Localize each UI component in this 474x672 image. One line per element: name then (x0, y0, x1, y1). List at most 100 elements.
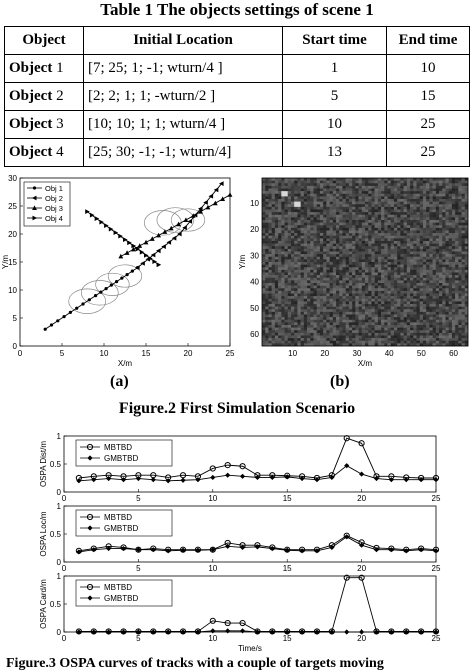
heatmap-cell (319, 254, 324, 258)
heatmap-cell (426, 199, 430, 202)
heatmap-cell (355, 238, 359, 242)
heatmap-cell (316, 220, 321, 223)
heatmap-cell (429, 325, 433, 328)
heatmap-cell (426, 332, 430, 336)
heatmap-cell (406, 243, 411, 247)
heatmap-cell (352, 343, 356, 347)
heatmap-cell (336, 199, 340, 202)
heatmap-cell (464, 185, 469, 189)
heatmap-cell (287, 332, 292, 336)
heatmap-cell (361, 264, 366, 268)
heatmap-cell (442, 259, 446, 263)
heatmap-cell (439, 269, 443, 273)
heatmap-cell (419, 293, 424, 297)
heatmap-cell (400, 183, 404, 187)
heatmap-cell (368, 199, 372, 202)
heatmap-cell (381, 304, 385, 307)
heatmap-cell (358, 233, 363, 237)
heatmap-cell (426, 248, 430, 252)
heatmap-cell (342, 330, 346, 334)
heatmap-cell (274, 217, 279, 221)
heatmap-cell (336, 340, 340, 344)
x-tick-label: 10 (288, 349, 297, 358)
heatmap-cell (416, 201, 421, 205)
legend-marker (87, 525, 93, 531)
trajectory-point (130, 269, 134, 273)
heatmap-cell (348, 343, 353, 347)
heatmap-cell (303, 206, 308, 210)
heatmap-cell (448, 196, 453, 200)
heatmap-cell (400, 327, 404, 331)
heatmap-cell (371, 230, 375, 234)
heatmap-cell (361, 225, 366, 229)
heatmap-cell (278, 340, 282, 344)
heatmap-cell (365, 183, 369, 187)
heatmap-cell (381, 225, 385, 229)
heatmap-cell (284, 178, 289, 181)
heatmap-cell (390, 206, 395, 210)
data-point (359, 471, 365, 477)
heatmap-cell (422, 225, 427, 229)
heatmap-cell (413, 262, 417, 265)
heatmap-cell (303, 209, 308, 213)
heatmap-cell (300, 340, 305, 344)
heatmap-cell (294, 272, 298, 276)
heatmap-cell (371, 306, 375, 310)
heatmap-cell (445, 251, 449, 255)
heatmap-cell (451, 322, 456, 326)
trajectory-point (152, 259, 157, 265)
heatmap-cell (310, 254, 314, 258)
heatmap-cell (281, 185, 285, 189)
heatmap-cell (271, 317, 276, 321)
heatmap-cell (422, 254, 427, 258)
heatmap-cell (281, 283, 285, 286)
heatmap-cell (451, 280, 456, 284)
heatmap-cell (300, 322, 305, 326)
heatmap-cell (445, 280, 449, 284)
heatmap-cell (419, 248, 424, 252)
heatmap-cell (345, 235, 350, 239)
heatmap-cell (284, 188, 289, 192)
heatmap-cell (358, 264, 363, 268)
heatmap-cell (461, 217, 466, 221)
heatmap-cell (339, 235, 343, 239)
trajectory-point (227, 192, 233, 197)
heatmap-cell (397, 204, 401, 208)
heatmap-cell (365, 296, 369, 300)
heatmap-cell (307, 191, 311, 195)
heatmap-cell (319, 335, 324, 339)
heatmap-cell (278, 241, 282, 244)
heatmap-cell (271, 217, 276, 221)
heatmap-cell (278, 343, 282, 347)
y-tick-label: 60 (250, 330, 259, 339)
data-point (343, 574, 350, 581)
heatmap-cell (429, 201, 433, 205)
heatmap-cell (413, 330, 417, 334)
heatmap-cell (448, 343, 453, 347)
heatmap-cell (323, 267, 327, 271)
heatmap-cell (393, 290, 398, 294)
heatmap-cell (455, 304, 459, 307)
heatmap-cell (310, 293, 314, 297)
heatmap-cell (265, 235, 269, 239)
heatmap-cell (403, 214, 408, 218)
heatmap-cell (371, 254, 375, 258)
heatmap-cell (374, 332, 379, 336)
heatmap-cell (281, 267, 285, 271)
heatmap-cell (416, 275, 421, 279)
heatmap-cell (358, 343, 363, 347)
heatmap-cell (422, 220, 427, 223)
heatmap-cell (435, 304, 440, 307)
heatmap-cell (429, 301, 433, 305)
heatmap-cell (422, 322, 427, 326)
heatmap-cell (290, 277, 295, 281)
heatmap-cell (419, 311, 424, 315)
heatmap-cell (281, 296, 285, 300)
heatmap-cell (348, 277, 353, 281)
heatmap-cell (451, 269, 456, 273)
heatmap-cell (300, 183, 305, 187)
header-end-time: End time (386, 26, 470, 55)
heatmap-cell (406, 238, 411, 242)
heatmap-cell (265, 233, 269, 237)
object-number: 2 (56, 88, 64, 104)
